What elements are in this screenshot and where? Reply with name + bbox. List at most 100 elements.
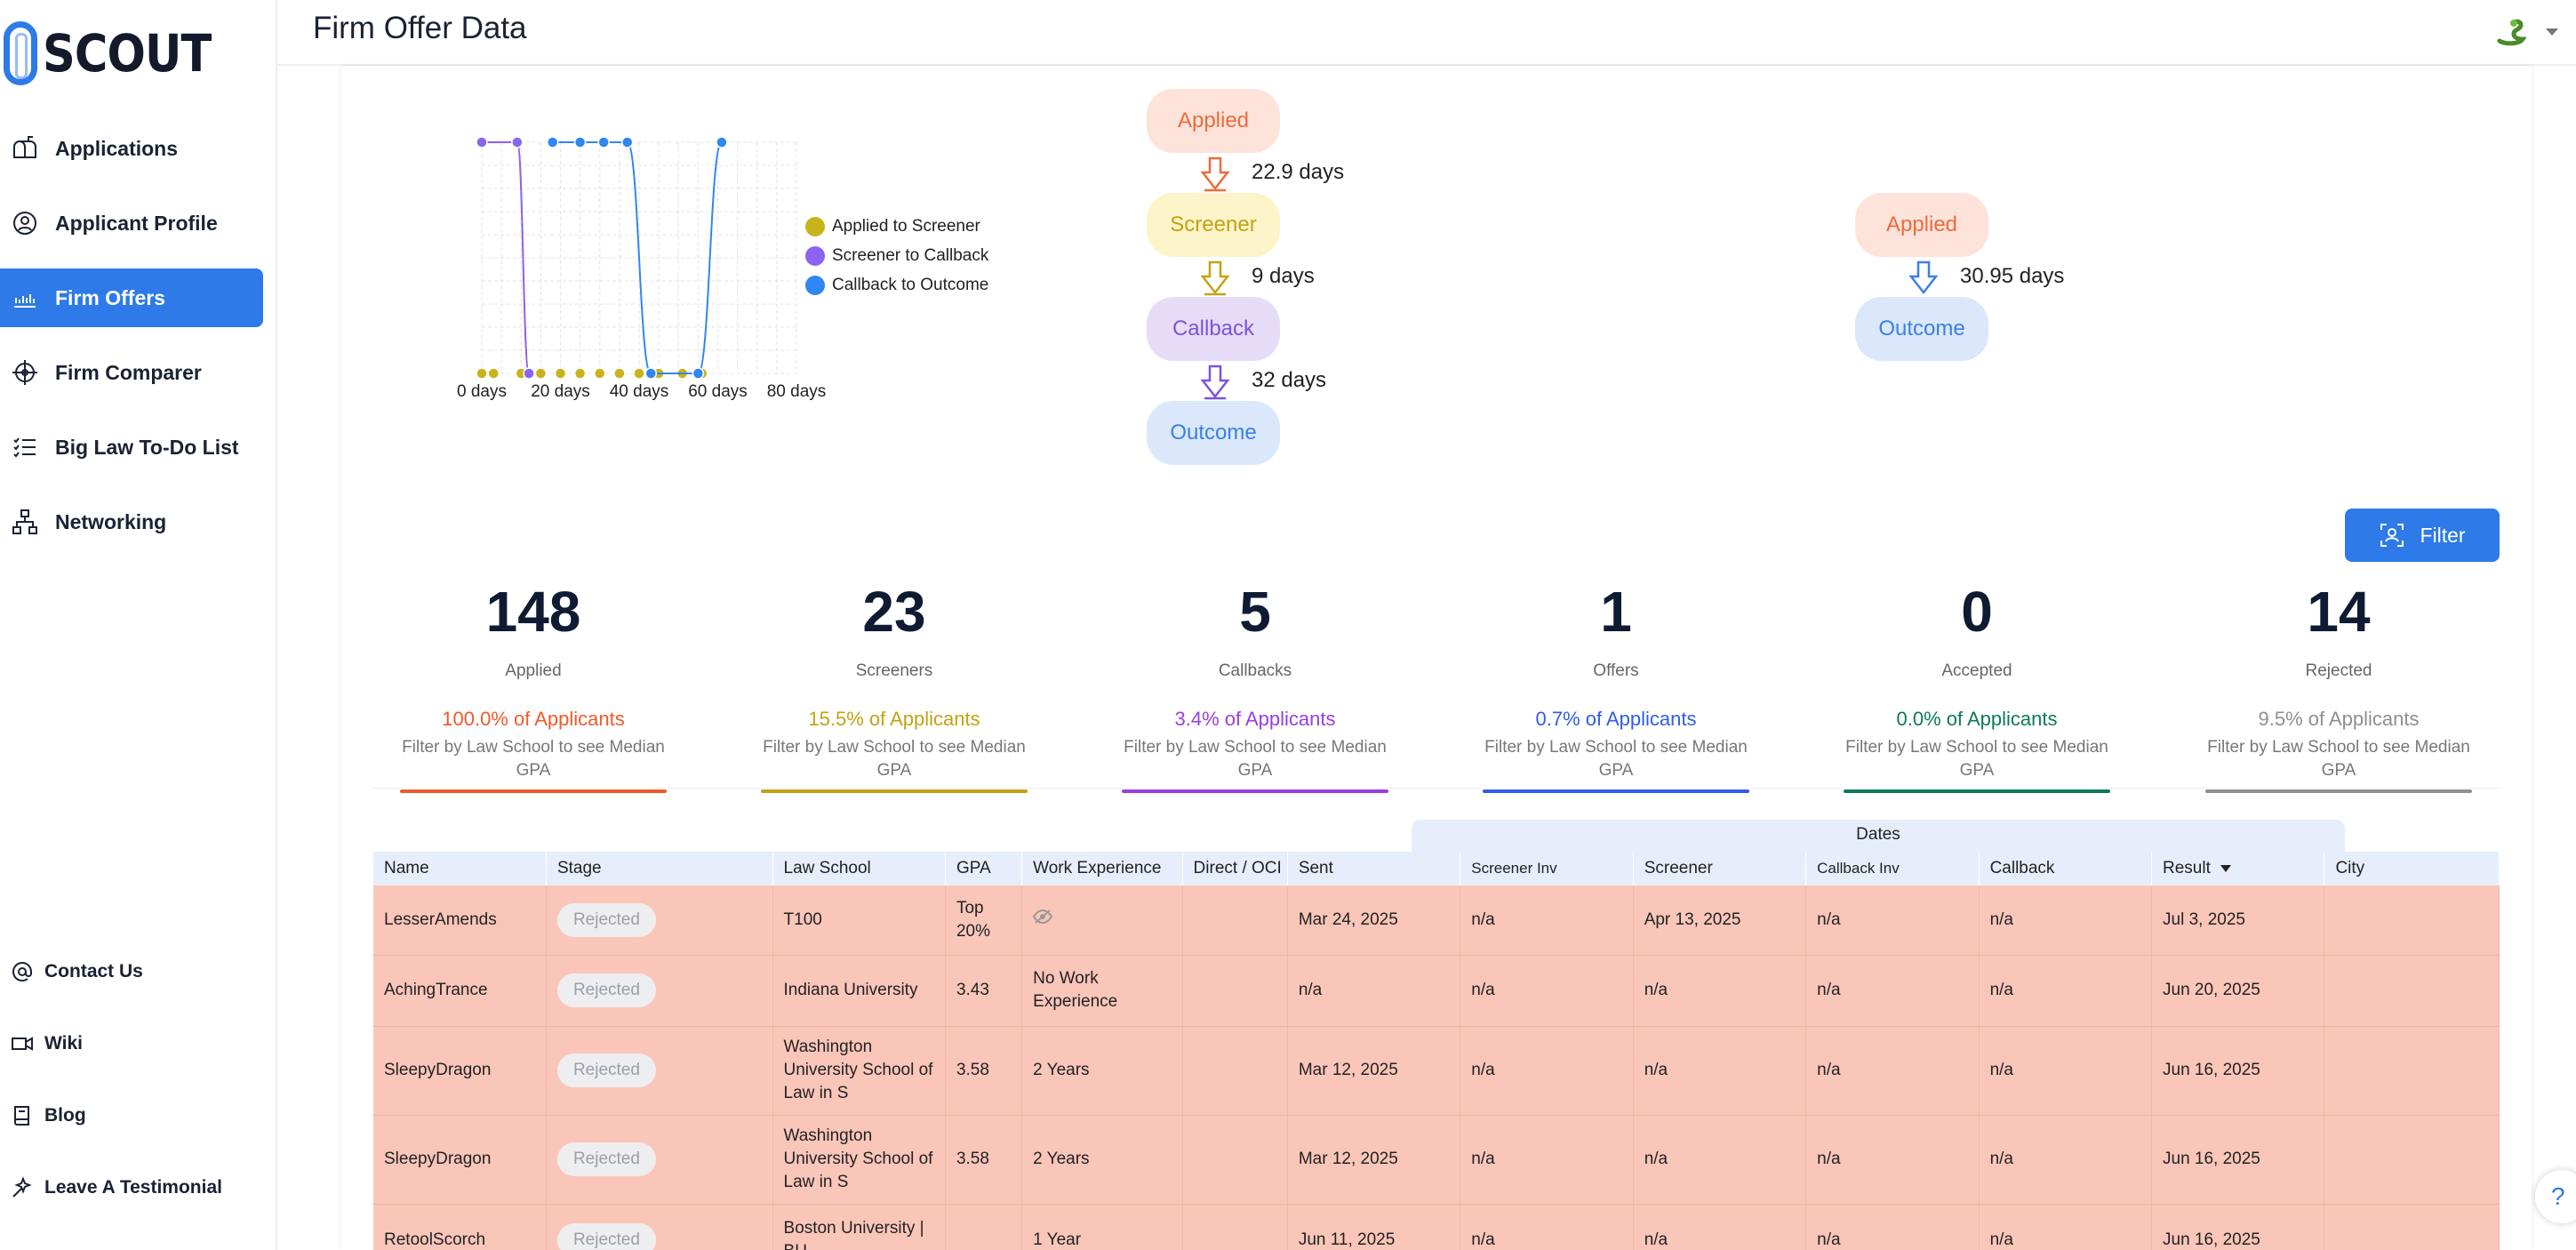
cell-screener-inv: n/a (1460, 1026, 1634, 1116)
col-header-stage[interactable]: Stage (546, 852, 773, 885)
sidebar-item-big-law-todo[interactable]: Big Law To-Do List (0, 418, 263, 477)
data-point (487, 367, 500, 380)
x-tick-label: 40 days (610, 382, 669, 401)
stat-applied: 148 Applied 100.0% of Applicants Filter … (400, 569, 667, 793)
stat-callbacks: 5 Callbacks 3.4% of Applicants Filter by… (1122, 569, 1388, 793)
chevron-down-icon[interactable] (2546, 28, 2558, 36)
sidebar-item-firm-offers[interactable]: Firm Offers (0, 268, 263, 327)
timeline-chart: 0 days 20 days 40 days 60 days 80 days (457, 136, 826, 401)
col-header-name[interactable]: Name (373, 852, 547, 885)
data-point (534, 367, 548, 380)
col-header-screener[interactable]: Screener (1633, 852, 1807, 885)
stat-label: Offers (1593, 661, 1639, 680)
blog-link[interactable]: Blog (11, 1098, 86, 1134)
testimonial-link[interactable]: Leave A Testimonial (11, 1170, 222, 1206)
sidebar-item-label: Applicant Profile (55, 211, 218, 235)
funnel-label: Applied (1177, 108, 1250, 132)
cell-gpa: 3.58 (945, 1115, 1023, 1205)
logo-text: SCOUT (43, 23, 212, 84)
legend-item: Screener to Callback (805, 246, 988, 266)
cell-screener: Apr 13, 2025 (1633, 885, 1807, 956)
table-row[interactable]: SleepyDragon Rejected Washington Univers… (373, 1115, 2500, 1205)
col-header-gpa[interactable]: GPA (945, 852, 1023, 885)
stat-label: Screeners (855, 661, 933, 680)
stage-badge: Rejected (556, 974, 656, 1007)
col-header-result[interactable]: Result (2151, 852, 2325, 885)
stage-badge: Rejected (556, 1054, 656, 1087)
cell-result: Jun 16, 2025 (2151, 1204, 2325, 1250)
col-header-sent[interactable]: Sent (1287, 852, 1461, 885)
at-icon (12, 962, 32, 982)
col-header-law-school[interactable]: Law School (772, 852, 946, 885)
sidebar-item-firm-comparer[interactable]: Firm Comparer (0, 343, 263, 402)
filter-button[interactable]: Filter (2345, 509, 2500, 562)
cell-callback-inv: n/a (1805, 1204, 1980, 1250)
cell-result: Jun 20, 2025 (2151, 955, 2325, 1027)
table-header-row: Name Stage Law School GPA Work Experienc… (373, 852, 2500, 885)
stat-gpa-note: Filter by Law School to see Median GPA (763, 738, 1026, 780)
sparkle-icon (12, 1176, 32, 1198)
stat-label: Accepted (1941, 661, 2012, 680)
wiki-link[interactable]: Wiki (11, 1026, 83, 1062)
stat-screeners: 23 Screeners 15.5% of Applicants Filter … (761, 569, 1028, 793)
cell-name: AchingTrance (373, 955, 547, 1027)
funnel-days: 22.9 days (1252, 160, 1345, 184)
stat-gpa-note: Filter by Law School to see Median GPA (1845, 738, 2108, 780)
cell-callback-inv: n/a (1805, 1115, 1980, 1205)
stage-badge: Rejected (556, 1142, 656, 1176)
x-tick-label: 20 days (531, 382, 590, 401)
data-point (523, 367, 535, 380)
cell-gpa: Top 20% (945, 885, 1023, 956)
sidebar-item-applicant-profile[interactable]: Applicant Profile (0, 194, 263, 252)
funnel-label: Outcome (1170, 421, 1257, 445)
cell-city (2324, 955, 2500, 1027)
sidebar-item-networking[interactable]: Networking (0, 493, 263, 551)
table-row[interactable]: LesserAmends Rejected T100 Top 20% Mar 2… (373, 885, 2500, 956)
stat-rejected: 14 Rejected 9.5% of Applicants Filter by… (2205, 569, 2472, 793)
stage-badge: Rejected (556, 902, 656, 937)
cell-callback-inv: n/a (1805, 1026, 1980, 1116)
table-row[interactable]: RetoolScorch Rejected Boston University … (373, 1204, 2500, 1250)
col-header-city[interactable]: City (2324, 852, 2500, 885)
sidebar-item-applications[interactable]: Applications (0, 119, 263, 178)
sort-desc-icon (2220, 864, 2232, 872)
col-header-screener-inv[interactable]: Screener Inv (1460, 852, 1634, 885)
top-bar: Firm Offer Data (277, 0, 2576, 66)
page-title: Firm Offer Data (313, 11, 527, 45)
cell-sent: Mar 12, 2025 (1287, 1115, 1461, 1205)
cell-city (2324, 1026, 2500, 1116)
snake-avatar-icon[interactable] (2496, 18, 2526, 46)
table-row[interactable]: AchingTrance Rejected Indiana University… (373, 955, 2500, 1027)
cell-callback-inv: n/a (1805, 955, 1980, 1027)
cell-city (2324, 1115, 2500, 1205)
col-header-direct-oci[interactable]: Direct / OCI (1182, 852, 1288, 885)
cell-screener: n/a (1633, 1204, 1807, 1250)
col-header-work-experience[interactable]: Work Experience (1021, 852, 1183, 885)
offers-table: Name Stage Law School GPA Work Experienc… (373, 852, 2500, 1250)
data-point (476, 367, 488, 380)
stat-label: Applied (505, 661, 562, 680)
cell-screener-inv: n/a (1460, 885, 1634, 956)
cell-work-experience (1021, 885, 1183, 956)
cell-law-school: Washington University School of Law in S (772, 1026, 946, 1116)
cell-screener-inv: n/a (1460, 955, 1634, 1027)
col-header-callback[interactable]: Callback (1979, 852, 2153, 885)
funnel-screener-pill: Screener (1147, 193, 1280, 257)
table-row[interactable]: SleepyDragon Rejected Washington Univers… (373, 1026, 2500, 1116)
cell-work-experience: No Work Experience (1021, 955, 1183, 1027)
cell-work-experience: 2 Years (1021, 1115, 1183, 1205)
legend-swatch (805, 276, 825, 295)
cell-gpa: 3.58 (945, 1026, 1023, 1116)
help-button[interactable]: ? (2535, 1170, 2576, 1223)
arrow-down-icon (1200, 365, 1230, 400)
stat-underline (1483, 789, 1749, 793)
col-header-callback-inv[interactable]: Callback Inv (1805, 852, 1980, 885)
stat-gpa-note: Filter by Law School to see Median GPA (402, 738, 665, 780)
stat-label: Callbacks (1218, 661, 1292, 680)
scout-logo[interactable]: SCOUT (4, 20, 234, 87)
data-point (620, 136, 634, 148)
data-point (476, 136, 488, 148)
cell-law-school: T100 (772, 885, 946, 956)
stat-underline (400, 789, 667, 793)
contact-us-link[interactable]: Contact Us (11, 954, 143, 990)
